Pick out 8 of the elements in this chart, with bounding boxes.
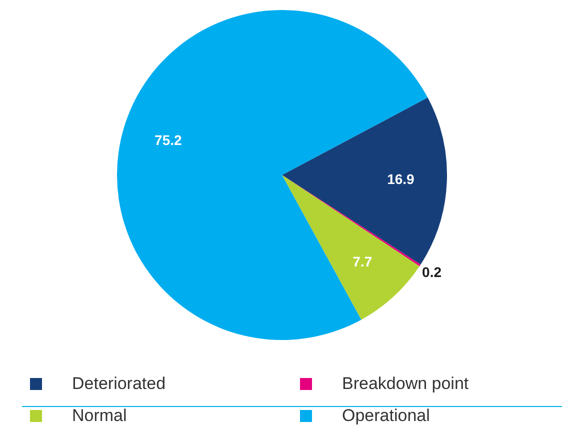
data-label: 7.7: [352, 253, 372, 270]
legend-label: Breakdown point: [342, 374, 469, 394]
data-label: 16.9: [387, 170, 415, 187]
legend-label: Operational: [342, 406, 430, 426]
data-label: 75.2: [154, 132, 182, 148]
legend-label: Deteriorated: [72, 374, 166, 394]
data-label: 0.2: [422, 264, 442, 280]
legend-label: Normal: [72, 406, 127, 426]
